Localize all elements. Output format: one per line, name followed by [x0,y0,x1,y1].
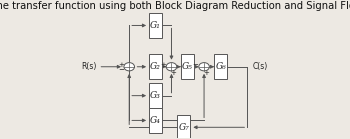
Text: +: + [118,62,124,68]
Text: G₆: G₆ [215,62,226,71]
Circle shape [199,63,209,71]
Text: G₅: G₅ [182,62,193,71]
Text: +: + [160,62,166,68]
Bar [177,115,190,139]
Text: G₃: G₃ [150,91,161,100]
Bar [149,83,162,108]
Bar [214,54,228,79]
Circle shape [166,63,177,71]
Text: −: − [118,67,124,73]
Text: −: − [193,62,198,68]
Bar [149,54,162,79]
Text: G₇: G₇ [178,123,189,132]
Text: G₄: G₄ [150,116,161,125]
Bar [181,54,194,79]
Text: C(s): C(s) [253,62,268,71]
Circle shape [124,63,134,71]
Text: G₁: G₁ [150,21,161,30]
Text: G₂: G₂ [150,62,161,71]
Text: 2.  Find the transfer function using both Block Diagram Reduction and Signal Flo: 2. Find the transfer function using both… [0,1,350,11]
Bar [149,108,162,133]
Text: +: + [203,70,209,76]
Bar [149,13,162,38]
Text: R(s): R(s) [81,62,97,71]
Text: +: + [171,70,176,76]
